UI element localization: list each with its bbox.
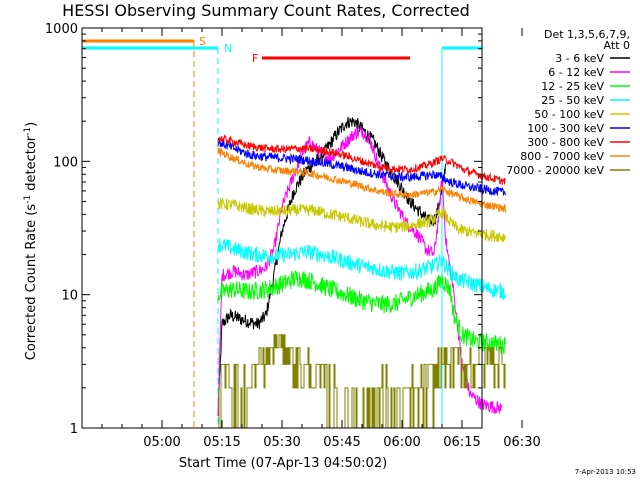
y-tick-label-0: 1 xyxy=(70,422,78,437)
timestamp: 7-Apr-2013 10:53 xyxy=(575,468,636,476)
series-line-0 xyxy=(217,116,446,416)
x-tick-label-3: 05:45 xyxy=(323,435,360,450)
legend-header-attenuator: Att 0 xyxy=(604,39,630,52)
series-line-4 xyxy=(217,198,506,243)
legend-label-0: 3 - 6 keV xyxy=(555,52,604,65)
series-line-5 xyxy=(217,139,506,196)
x-tick-label-2: 05:30 xyxy=(263,435,300,450)
x-tick-label-4: 06:00 xyxy=(383,435,420,450)
y-axis-label: Corrected Count Rate (s-1 detector-1) xyxy=(23,122,39,360)
series-line-1 xyxy=(217,125,503,417)
y-tick-label-2: 100 xyxy=(53,155,78,170)
legend-label-7: 800 - 7000 keV xyxy=(520,150,604,163)
x-tick-label-5: 06:15 xyxy=(443,435,480,450)
x-tick-label-6: 06:30 xyxy=(503,435,540,450)
x-tick-label-0: 05:00 xyxy=(143,435,180,450)
y-tick-label-3: 1000 xyxy=(45,22,78,37)
series-line-2 xyxy=(217,270,506,355)
x-axis-label: Start Time (07-Apr-13 04:50:02) xyxy=(179,456,387,471)
chart-title: HESSI Observing Summary Count Rates, Cor… xyxy=(62,1,470,20)
legend-label-4: 50 - 100 keV xyxy=(534,108,604,121)
legend-label-8: 7000 - 20000 keV xyxy=(506,164,604,177)
series-layer xyxy=(217,116,506,429)
flare-label: F xyxy=(252,52,258,65)
night-label: N xyxy=(224,42,232,55)
legend-label-2: 12 - 25 keV xyxy=(541,80,604,93)
legend-label-3: 25 - 50 keV xyxy=(541,94,604,107)
series-line-3 xyxy=(217,238,506,301)
legend-label-1: 6 - 12 keV xyxy=(548,66,604,79)
saa-label: S xyxy=(199,35,206,48)
y-axis: 1 10 100 1000 xyxy=(45,22,482,437)
x-axis: 05:00 05:15 05:30 05:45 06:00 06:15 06:30 xyxy=(81,28,541,450)
legend-label-5: 100 - 300 keV xyxy=(527,122,604,135)
legend-label-6: 300 - 800 keV xyxy=(527,136,604,149)
x-tick-label-1: 05:15 xyxy=(203,435,240,450)
y-tick-label-1: 10 xyxy=(61,289,78,304)
legend-header-detectors: Det 1,3,5,6,7,9, xyxy=(544,28,630,41)
series-line-8 xyxy=(218,334,506,429)
series-line-6 xyxy=(217,133,506,185)
series-line-7 xyxy=(217,147,506,213)
